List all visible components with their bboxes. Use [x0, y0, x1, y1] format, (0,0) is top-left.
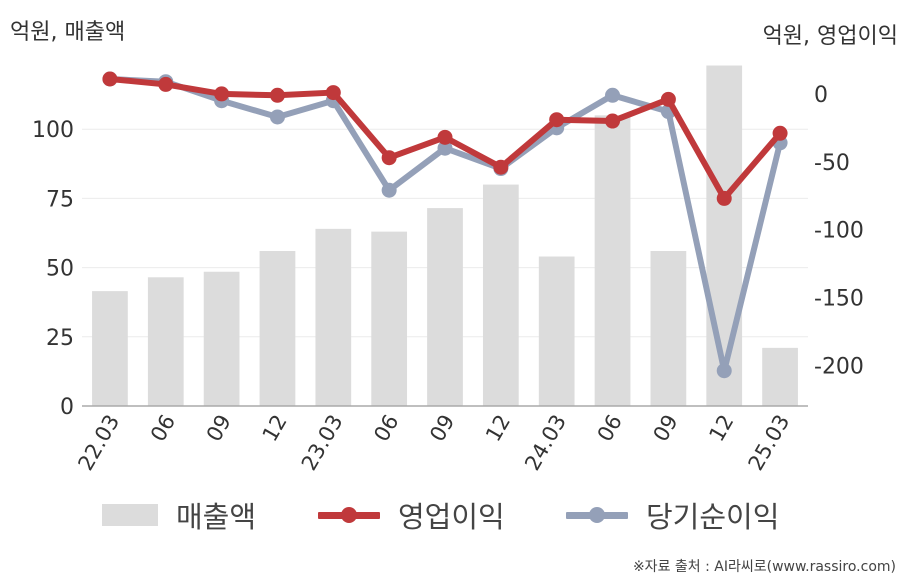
right-tick-label: -100 — [814, 219, 864, 244]
revenue-bar — [594, 115, 631, 407]
operating-profit-point — [269, 87, 285, 103]
net-income-point — [605, 87, 621, 103]
legend-item-net: 당기순이익 — [566, 490, 779, 540]
revenue-bar — [203, 271, 240, 406]
x-tick-label: 25.03 — [744, 411, 795, 475]
x-tick-label: 09 — [425, 411, 459, 446]
net-income-point — [269, 109, 285, 125]
net-income-point — [437, 140, 453, 156]
operating-profit-point — [381, 150, 397, 166]
left-tick-label: 50 — [46, 257, 74, 282]
x-tick-label: 12 — [258, 411, 292, 446]
legend-operating-label: 영업이익 — [398, 500, 505, 534]
chart-legend: 매출액 영업이익 당기순이익 — [0, 490, 908, 540]
operating-profit-point — [772, 125, 788, 141]
revenue-bar — [650, 250, 687, 406]
revenue-bar — [315, 228, 352, 406]
left-tick-label: 75 — [46, 187, 74, 212]
source-note: ※자료 출처 : AI라씨로(www.rassiro.com) — [632, 559, 896, 575]
operating-profit-point — [660, 91, 676, 107]
legend-net-label: 당기순이익 — [646, 500, 780, 534]
operating-profit-point — [437, 129, 453, 145]
operating-profit-point — [325, 85, 341, 101]
revenue-bar — [706, 65, 743, 406]
operating-profit-point — [158, 76, 174, 92]
revenue-bar — [371, 231, 408, 406]
revenue-bar — [92, 291, 128, 406]
right-tick-label: -200 — [814, 354, 864, 379]
x-tick-label: 09 — [202, 411, 236, 446]
x-tick-label: 22.03 — [73, 411, 124, 475]
right-tick-label: -150 — [814, 286, 864, 311]
revenue-bar — [259, 250, 296, 406]
left-tick-label: 0 — [60, 395, 74, 420]
legend-revenue-label: 매출액 — [176, 500, 257, 534]
legend-item-operating: 영업이익 — [318, 490, 505, 540]
legend-revenue-swatch — [102, 504, 158, 526]
right-tick-label: -50 — [814, 151, 850, 176]
x-tick-label: 06 — [593, 411, 627, 446]
x-tick-label: 09 — [649, 411, 683, 446]
x-tick-label: 06 — [146, 411, 180, 446]
legend-operating-swatch — [318, 504, 380, 526]
legend-item-revenue: 매출액 — [102, 490, 256, 540]
operating-profit-point — [549, 112, 565, 128]
left-axis-unit: 억원, 매출액 — [10, 20, 126, 45]
net-income-point — [716, 363, 732, 379]
right-tick-label: 0 — [814, 83, 828, 108]
x-tick-label: 24.03 — [520, 411, 571, 475]
revenue-bar — [482, 184, 519, 406]
x-tick-label: 23.03 — [297, 411, 348, 475]
x-tick-label: 12 — [481, 411, 515, 446]
revenue-bar — [427, 208, 463, 406]
x-tick-label: 06 — [369, 411, 403, 446]
revenue-bar — [147, 277, 184, 406]
x-tick-label: 12 — [704, 411, 738, 446]
legend-net-swatch — [566, 504, 628, 526]
operating-profit-point — [716, 190, 732, 206]
operating-profit-point — [605, 113, 621, 129]
operating-profit-point — [102, 71, 118, 87]
net-income-point — [381, 182, 397, 198]
revenue-bar — [538, 256, 575, 406]
operating-profit-point — [214, 86, 230, 102]
left-tick-label: 25 — [46, 326, 74, 351]
revenue-bar — [762, 347, 798, 406]
left-tick-label: 100 — [32, 118, 74, 143]
operating-profit-point — [493, 159, 509, 175]
right-axis-unit: 억원, 영업이익 — [762, 24, 898, 49]
